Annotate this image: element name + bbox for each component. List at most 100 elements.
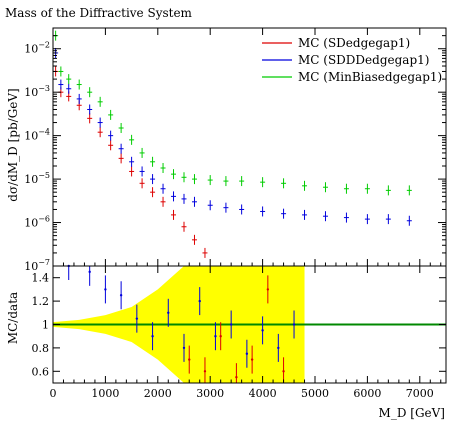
legend-label-minbias: MC (MinBiasedgegap1) [298,70,442,84]
x-tick-label: 0 [50,387,57,400]
ratio-point-sddd [151,322,154,351]
point-minbias [223,176,229,187]
point-sddd [207,200,213,211]
point-sddd [87,104,93,115]
point-sddd [118,143,124,154]
x-tick-label: 3000 [196,387,224,400]
ratio-point-sddd [182,333,186,362]
main-panel: 10−7 10−6 10−5 10−4 10−3 10−2 [24,27,447,273]
ratio-y-axis-label: MC/data [6,292,20,344]
point-sddd [260,206,266,217]
point-minbias [302,180,308,191]
x-tick-label: 7000 [406,387,434,400]
ratio-point-sd [235,363,238,383]
point-sddd [385,214,391,225]
point-minbias [191,174,197,185]
ratio-y-tick-label: 1 [42,319,49,332]
point-sddd [181,193,187,204]
main-y-tick-label: 10−2 [24,41,50,56]
main-y-tick-label: 10−7 [24,258,50,273]
ratio-point-sddd [292,310,296,339]
point-sddd [108,130,114,141]
point-minbias [66,74,72,85]
main-y-tick-label: 10−4 [24,128,50,143]
main-y-tick-label: 10−5 [24,171,50,186]
ratio-point-sddd [245,339,249,368]
x-tick-label: 5000 [301,387,329,400]
main-y-tick-label: 10−3 [24,84,50,99]
point-sddd [191,196,197,207]
ratio-y-tick-label: 0.8 [32,342,50,355]
point-minbias [160,163,166,174]
legend-item-sddd: MC (SDDDedgegap1) [262,53,429,67]
point-sd [129,166,135,177]
ratio-point-sd [219,322,222,351]
point-sd [139,178,145,189]
point-minbias [58,66,64,77]
point-minbias [129,134,135,145]
point-minbias [239,176,245,187]
point-minbias [281,178,287,189]
ratio-point-sd [203,357,207,383]
point-minbias [207,175,213,186]
point-sd [160,196,166,207]
ratio-point-sddd [198,287,201,316]
point-minbias [87,87,93,98]
point-minbias [118,122,124,133]
ratio-panel: 0.6 0.8 1 1.2 1.4 0 1000 2000 3000 4000 5000 6000 70… [32,264,447,400]
point-minbias [76,79,82,90]
point-sddd [160,183,166,194]
ratio-point-sddd [167,298,170,327]
ratio-y-tick-label: 0.6 [32,365,50,378]
point-sddd [66,83,72,94]
point-sd [97,127,103,138]
point-sddd [139,166,145,177]
legend: MC (SDedgegap1) MC (SDDDedgegap1) MC (MinB… [262,36,442,84]
ratio-point-sd [282,357,285,383]
point-minbias [260,177,266,188]
point-sddd [322,211,328,222]
ratio-point-sddd [88,266,91,286]
main-y-axis-label: dσ/dM_D [pb/GeV] [6,88,20,201]
point-sddd [302,209,308,220]
point-sddd [343,212,349,223]
x-axis-label: M_D [GeV] [379,406,445,420]
point-sd [108,140,114,151]
point-sd [202,247,208,258]
ratio-point-sddd [104,275,107,304]
point-sd [191,234,197,245]
point-minbias [322,182,328,193]
point-minbias [385,185,391,196]
ratio-point-sddd [261,316,264,345]
ratio-point-sd [250,345,254,374]
point-sddd [223,202,229,213]
legend-label-sd: MC (SDedgegap1) [298,36,410,50]
point-sddd [171,191,177,202]
point-sd [87,113,93,124]
x-tick-label: 4000 [249,387,277,400]
point-sddd [239,204,245,215]
point-sd [118,153,124,164]
point-minbias [171,169,177,180]
point-minbias [181,172,187,183]
legend-item-sd: MC (SDedgegap1) [262,36,410,50]
point-sddd [129,156,135,167]
point-sddd [406,215,412,226]
x-tick-label: 2000 [144,387,172,400]
ratio-y-tick-label: 1.4 [32,272,50,285]
main-y-tick-label: 10−6 [24,215,50,230]
ratio-point-sddd [214,322,217,351]
point-minbias [97,96,103,107]
point-sd [150,187,156,198]
ratio-point-sddd [119,281,123,310]
ratio-point-sd [266,275,270,304]
point-sd [171,209,177,220]
point-minbias [364,183,370,194]
point-minbias [406,185,412,196]
x-tick-label: 6000 [353,387,381,400]
chart-title: Mass of the Diffractive System [5,6,193,20]
point-minbias [150,156,156,167]
ratio-point-sddd [229,310,233,339]
legend-item-minbias: MC (MinBiasedgegap1) [262,70,442,84]
ratio-y-tick-label: 1.2 [32,295,50,308]
